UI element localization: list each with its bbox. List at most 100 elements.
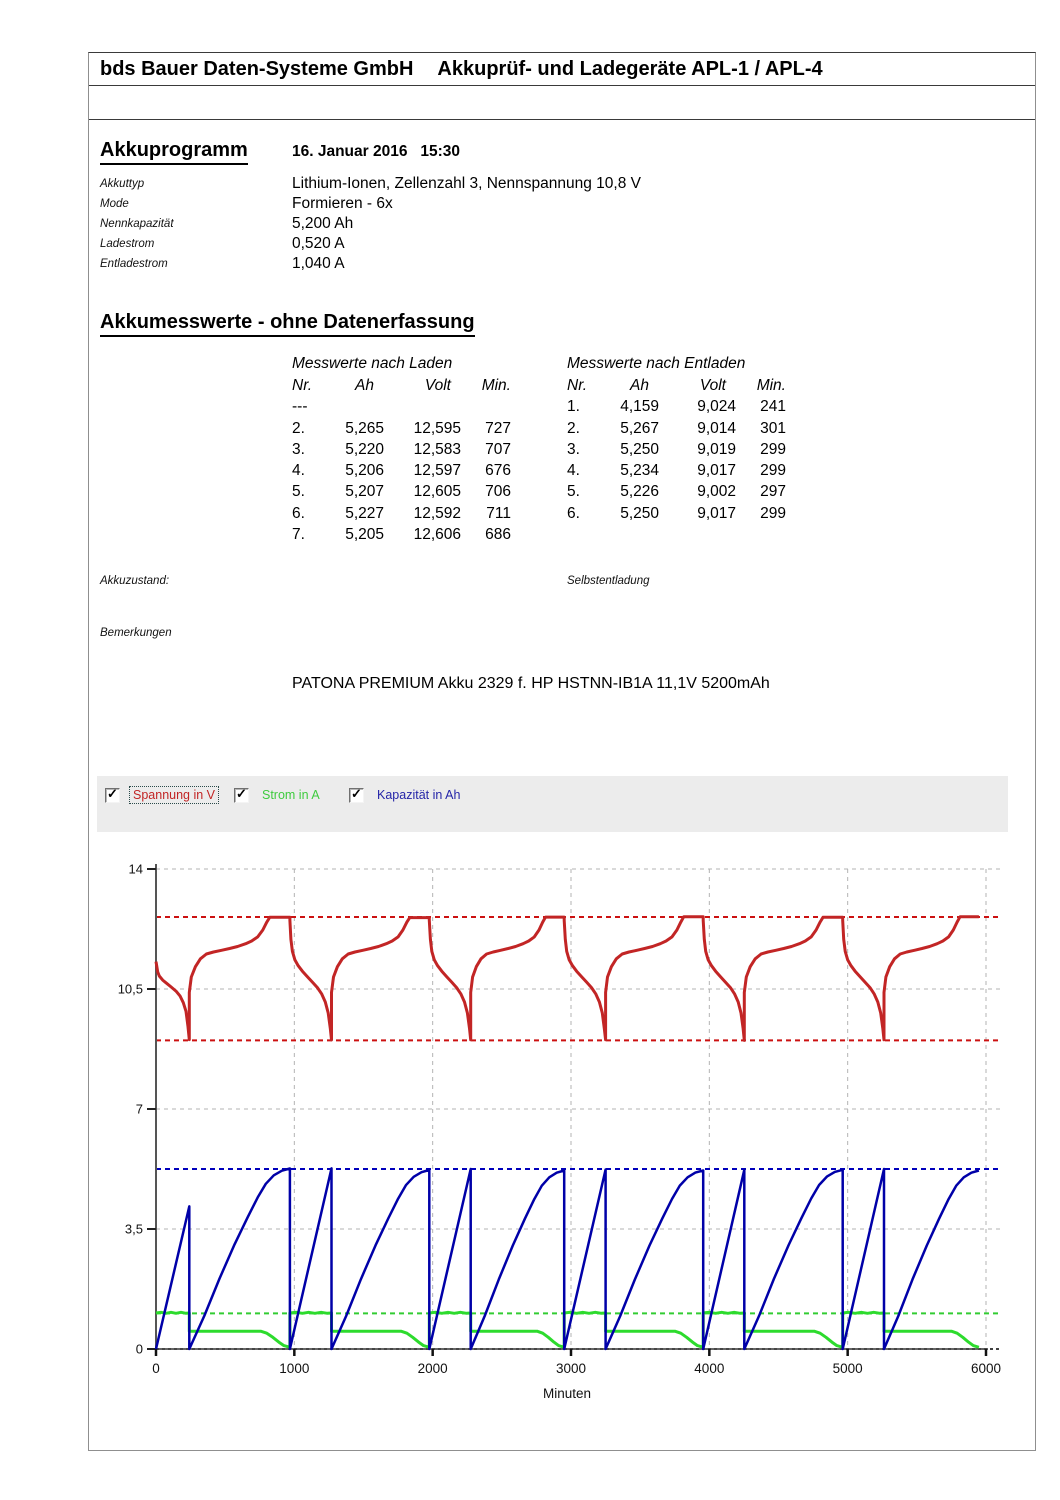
cycle-chart: 14 10,5 7 3,5 0 0 1000 2000 3000 4000 5000 6000 Minu… bbox=[89, 841, 1035, 1431]
legend-item-3: ✓ Kapazität in Ah bbox=[349, 786, 463, 803]
table-row: 7. 5,205 12,606 686 bbox=[292, 526, 511, 547]
cell: 9,002 bbox=[697, 483, 736, 501]
field-value-2: Formieren - 6x bbox=[292, 195, 393, 212]
cell: 5. bbox=[292, 483, 305, 501]
cell: 9,017 bbox=[697, 462, 736, 480]
cell: Volt bbox=[699, 377, 726, 394]
table-row: 4. 5,234 9,017 299 bbox=[567, 462, 786, 483]
x-tick-label-0: 0 bbox=[152, 1361, 160, 1376]
capacity-curve bbox=[154, 1167, 980, 1351]
cell: 5,205 bbox=[345, 526, 384, 544]
table-entladen: Messwerte nach Entladen Nr. Ah Volt Min. 1. 4,… bbox=[567, 355, 786, 526]
x-tick-label-4000: 4000 bbox=[694, 1361, 724, 1376]
field-value-4: 0,520 A bbox=[292, 235, 345, 252]
cell: 727 bbox=[485, 419, 511, 437]
cell: Nr. bbox=[567, 377, 588, 394]
cell: Volt bbox=[424, 377, 451, 394]
window-header: bds Bauer Daten-Systeme GmbH Akkuprüf- un… bbox=[100, 58, 823, 81]
cell: 5,250 bbox=[620, 440, 659, 458]
table-header-row: Nr. Ah Volt Min. bbox=[567, 377, 786, 398]
cell: 5,220 bbox=[345, 440, 384, 458]
label-selbstentladung: Selbstentladung bbox=[567, 575, 650, 587]
y-tick-label-0: 0 bbox=[136, 1342, 143, 1357]
header-divider-2 bbox=[89, 119, 1035, 120]
checkbox-1[interactable]: ✓ bbox=[105, 785, 120, 803]
table-header-row: Nr. Ah Volt Min. bbox=[292, 377, 511, 398]
checkbox-label-1[interactable]: Spannung in V bbox=[128, 786, 220, 804]
cell: 4. bbox=[292, 462, 305, 480]
cell: 2. bbox=[292, 419, 305, 437]
header-divider bbox=[89, 85, 1035, 86]
x-tick-label-1000: 1000 bbox=[279, 1361, 309, 1376]
table-row: 3. 5,250 9,019 299 bbox=[567, 441, 786, 462]
cell: 12,592 bbox=[413, 504, 461, 522]
cell: 9,017 bbox=[697, 504, 736, 522]
cell: 297 bbox=[760, 483, 786, 501]
table-row: --- bbox=[292, 398, 511, 419]
table-row: 2. 5,267 9,014 301 bbox=[567, 420, 786, 441]
chart-legend-toolbar: ✓ Spannung in V ✓ Strom in A ✓ Kapazität in A… bbox=[97, 776, 1008, 832]
cell: Min. bbox=[756, 377, 786, 394]
cell: Nr. bbox=[292, 377, 313, 394]
cell: Min. bbox=[481, 377, 511, 394]
program-datetime: 16. Januar 2016 15:30 bbox=[292, 143, 461, 160]
checkbox-2[interactable]: ✓ bbox=[234, 785, 249, 803]
table-title: Messwerte nach Laden bbox=[292, 355, 453, 372]
cell: 4,159 bbox=[620, 398, 659, 416]
x-tick-label-5000: 5000 bbox=[833, 1361, 863, 1376]
cell: 711 bbox=[486, 504, 511, 522]
x-axis-title: Minuten bbox=[543, 1386, 591, 1401]
cell: 1. bbox=[567, 398, 580, 416]
cell: Ah bbox=[355, 377, 374, 394]
checkmark-icon: ✓ bbox=[236, 785, 247, 801]
cell: 241 bbox=[760, 398, 786, 416]
checkbox-label-2[interactable]: Strom in A bbox=[262, 788, 320, 802]
cell: 706 bbox=[485, 483, 511, 501]
label-bemerkungen: Bemerkungen bbox=[100, 627, 172, 639]
cell: 5,206 bbox=[345, 462, 384, 480]
cell: 5,226 bbox=[620, 483, 659, 501]
table-row: 5. 5,207 12,605 706 bbox=[292, 483, 511, 504]
cell: 9,024 bbox=[697, 398, 736, 416]
cell: 4. bbox=[567, 462, 580, 480]
checkbox-3[interactable]: ✓ bbox=[349, 786, 364, 803]
field-label-3: Nennkapazität bbox=[100, 218, 174, 230]
table-row: 3. 5,220 12,583 707 bbox=[292, 441, 511, 462]
checkmark-icon: ✓ bbox=[107, 785, 118, 801]
table-row: 6. 5,227 12,592 711 bbox=[292, 505, 511, 526]
device-name: Akkuprüf- und Ladegeräte APL-1 / APL-4 bbox=[437, 58, 823, 80]
cell: 12,606 bbox=[413, 526, 461, 544]
cell: 5,234 bbox=[620, 462, 659, 480]
cell: 3. bbox=[567, 440, 580, 458]
cell: 12,597 bbox=[413, 462, 461, 480]
y-tick-label-10.5: 10,5 bbox=[118, 982, 143, 997]
y-tick-label-3.5: 3,5 bbox=[125, 1222, 143, 1237]
cell: 5,207 bbox=[345, 483, 384, 501]
cell: 707 bbox=[485, 440, 511, 458]
cell: 2. bbox=[567, 419, 580, 437]
cell: 676 bbox=[485, 462, 511, 480]
cell: 3. bbox=[292, 440, 305, 458]
legend-item-1: ✓ Spannung in V bbox=[105, 785, 220, 804]
cell: 299 bbox=[760, 462, 786, 480]
cell: 7. bbox=[292, 526, 305, 544]
report-page: bds Bauer Daten-Systeme GmbH Akkuprüf- un… bbox=[88, 52, 1036, 1451]
cell: 12,595 bbox=[413, 419, 461, 437]
table-row: 4. 5,206 12,597 676 bbox=[292, 462, 511, 483]
cell: 5,267 bbox=[620, 419, 659, 437]
cell: 5,227 bbox=[345, 504, 384, 522]
y-tick-label-7: 7 bbox=[136, 1102, 143, 1117]
field-value-3: 5,200 Ah bbox=[292, 215, 354, 232]
cell: 9,014 bbox=[697, 419, 736, 437]
field-label-5: Entladestrom bbox=[100, 258, 168, 270]
label-akkuzustand: Akkuzustand: bbox=[100, 575, 170, 587]
cell: 299 bbox=[760, 440, 786, 458]
cell: --- bbox=[292, 398, 308, 416]
checkbox-label-3[interactable]: Kapazität in Ah bbox=[377, 788, 461, 802]
cell: 6. bbox=[567, 504, 580, 522]
x-tick-label-3000: 3000 bbox=[556, 1361, 586, 1376]
cell: 6. bbox=[292, 504, 305, 522]
field-label-4: Ladestrom bbox=[100, 238, 155, 250]
cell: 299 bbox=[760, 504, 786, 522]
